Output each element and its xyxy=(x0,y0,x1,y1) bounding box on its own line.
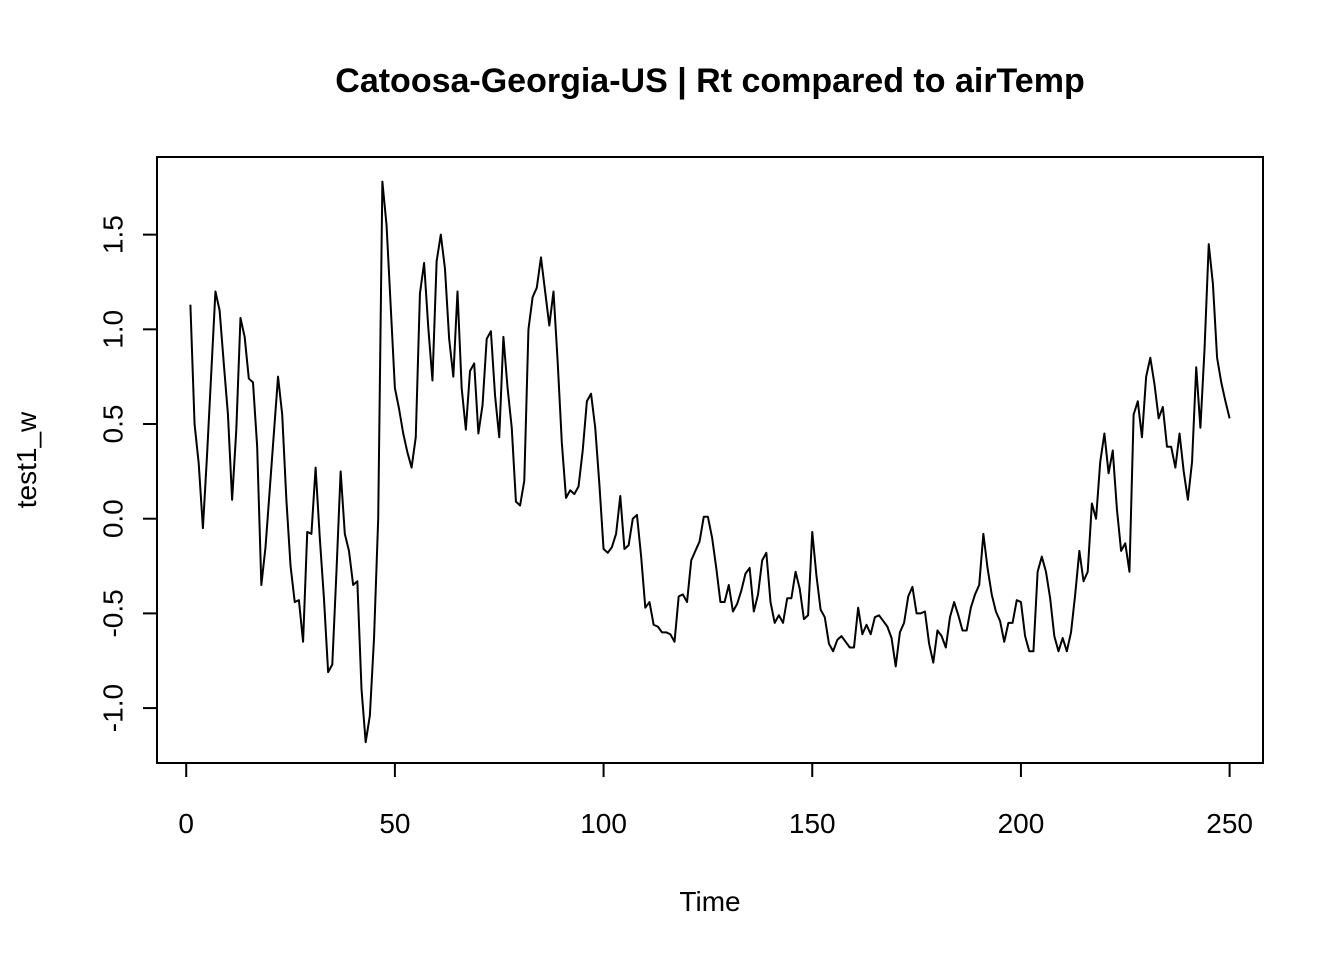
x-axis: 0 50 100 150 200 250 xyxy=(178,762,1253,839)
x-tick-label: 0 xyxy=(178,808,194,839)
y-tick-label: -0.5 xyxy=(97,589,128,637)
y-axis: -1.0 -0.5 0.0 0.5 1.0 1.5 xyxy=(97,215,158,732)
y-tick-label: 1.5 xyxy=(97,215,128,254)
chart-title: Catoosa-Georgia-US | Rt compared to airT… xyxy=(335,62,1084,100)
y-tick-label: 0.0 xyxy=(97,499,128,538)
x-tick-label: 150 xyxy=(789,808,836,839)
y-tick-label: -1.0 xyxy=(97,684,128,732)
plot-frame xyxy=(156,156,1264,764)
y-axis-label: test1_w xyxy=(11,411,42,508)
x-tick-label: 250 xyxy=(1206,808,1253,839)
x-tick-label: 100 xyxy=(580,808,627,839)
y-tick-label: 1.0 xyxy=(97,310,128,349)
y-tick-label: 0.5 xyxy=(97,405,128,444)
series-line xyxy=(189,180,1231,744)
x-tick-label: 200 xyxy=(998,808,1045,839)
x-tick-label: 50 xyxy=(379,808,410,839)
x-axis-label: Time xyxy=(679,886,740,917)
